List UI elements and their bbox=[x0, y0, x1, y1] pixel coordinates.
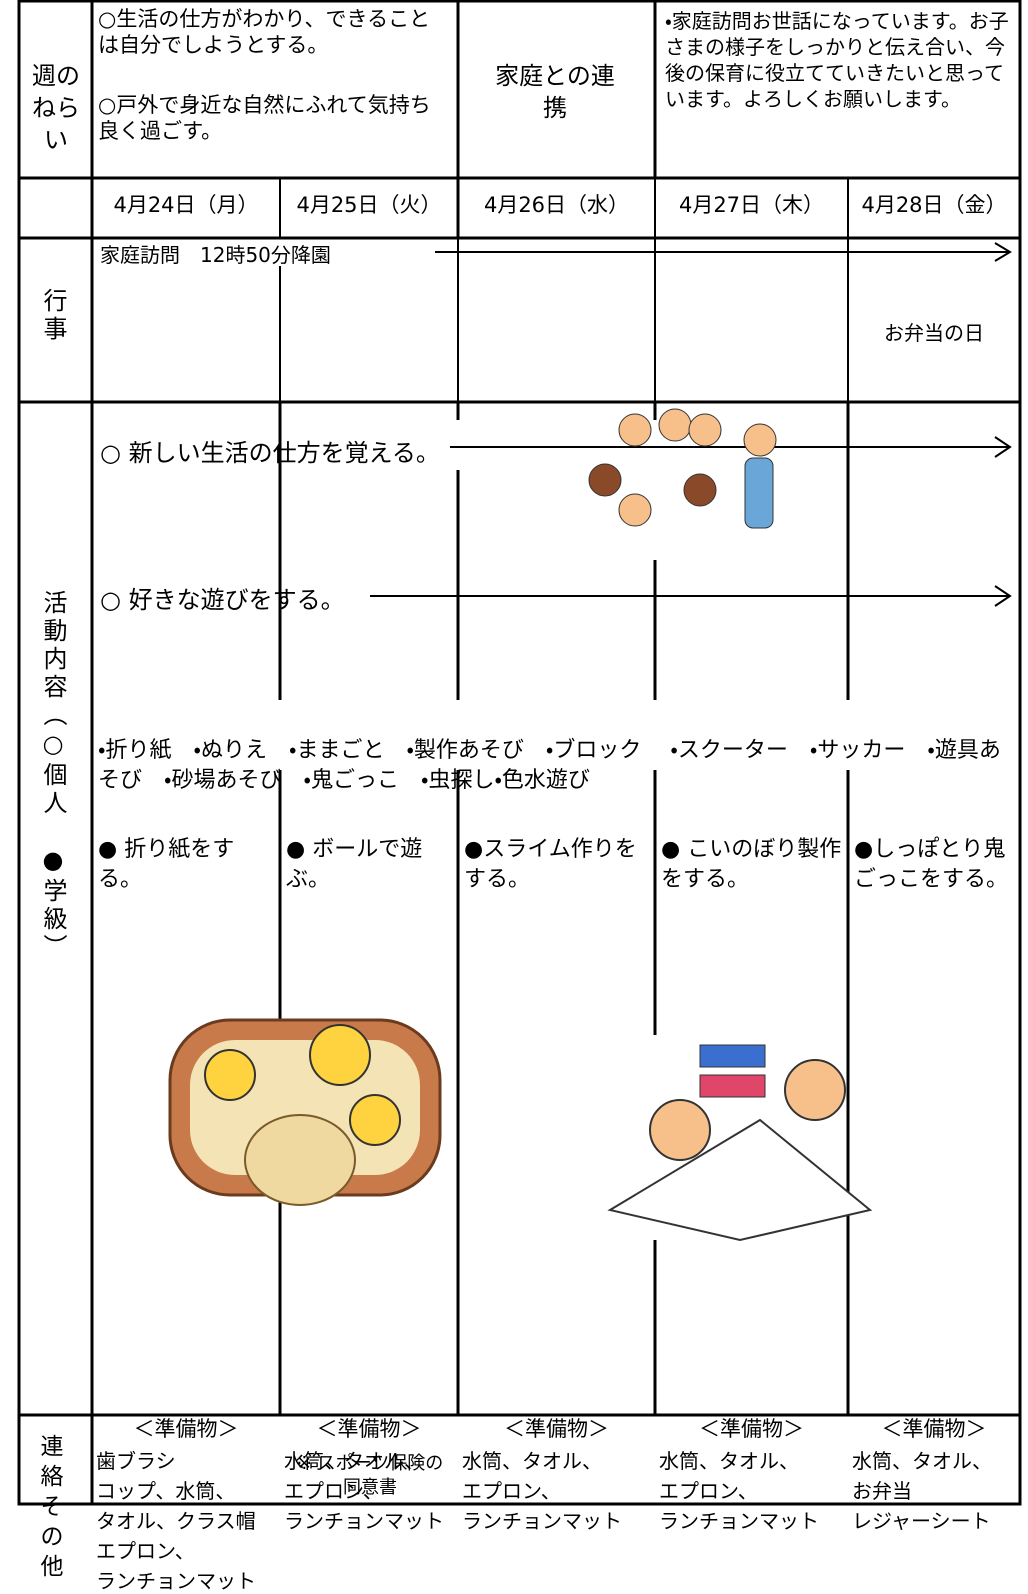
individual-activity: ○ 好きな遊びをする。 bbox=[100, 586, 345, 614]
prep-item: レジャーシート bbox=[852, 1509, 991, 1533]
prep-heading: ＜準備物＞ bbox=[881, 1417, 987, 1441]
individual-activity: ○ 新しい生活の仕方を覚える。 bbox=[100, 439, 440, 467]
prep-item: 水筒、タオル、 bbox=[659, 1449, 799, 1473]
class-activity: ● こいのぼり製作をする。 bbox=[661, 837, 842, 892]
home-text: ・家庭訪問お世話になっています。お子さまの様子をしっかりと伝え合い、今後の保育に… bbox=[665, 9, 1009, 111]
event: 家庭訪問 12時50分降園 bbox=[100, 243, 331, 267]
prep-heading: ＜準備物＞ bbox=[133, 1417, 239, 1441]
prep-item: 歯ブラシ bbox=[96, 1449, 176, 1473]
prep-item: ランチョンマット bbox=[462, 1509, 622, 1533]
aim: ○戸外で身近な自然にふれて気持ち良く過ごす。 bbox=[98, 93, 431, 143]
prep-item: ランチョンマット bbox=[284, 1509, 444, 1533]
prep-item: ランチョンマット bbox=[96, 1569, 256, 1593]
event: お弁当の日 bbox=[884, 321, 984, 345]
aim-label: 週のねらい bbox=[32, 62, 80, 154]
day-header: 4月26日（水） bbox=[483, 193, 630, 217]
events-label: 行事 bbox=[39, 288, 67, 344]
prep-item: エプロン、 bbox=[462, 1479, 561, 1503]
prep-item: お弁当 bbox=[852, 1479, 912, 1503]
prep-heading: ＜準備物＞ bbox=[316, 1417, 422, 1441]
prep-item: エプロン、 bbox=[659, 1479, 758, 1503]
class-activity: ●スライム作りをする。 bbox=[464, 837, 637, 892]
contact-label: 連絡その他 bbox=[40, 1434, 64, 1580]
day-header: 4月24日（月） bbox=[113, 193, 259, 217]
prep-item: 水筒、タオル、 bbox=[852, 1449, 992, 1473]
circle-time-illustration bbox=[588, 408, 777, 529]
prep-heading: ＜準備物＞ bbox=[504, 1417, 609, 1441]
prep-note: ※ スポーツ保険の同意書 bbox=[296, 1453, 444, 1498]
prep-item: エプロン、 bbox=[96, 1539, 195, 1563]
class-activity: ● ボールで遊ぶ。 bbox=[286, 837, 423, 892]
koinobori-illustration bbox=[607, 1044, 873, 1242]
prep-item: タオル、クラス帽 bbox=[96, 1509, 256, 1533]
day-header: 4月28日（金） bbox=[861, 193, 1007, 217]
sandbox-illustration bbox=[168, 1018, 442, 1206]
class-activity: ●しっぽとり鬼ごっこをする。 bbox=[854, 837, 1009, 892]
prep-heading: ＜準備物＞ bbox=[699, 1417, 804, 1441]
prep-item: 水筒、タオル、 bbox=[284, 1449, 424, 1473]
day-header: 4月27日（木） bbox=[678, 193, 825, 217]
weekly-plan: 週のねらい ○生活の仕方がわかり、できることは自分でしようとする。 ○戸外で身近… bbox=[17, 0, 1022, 1593]
table-lines bbox=[17, 0, 1022, 1506]
day-header: 4月25日（火） bbox=[296, 193, 442, 217]
prep-item: エプロン、 bbox=[284, 1479, 383, 1503]
home-label: 家庭との連携 bbox=[495, 62, 615, 122]
activities-label: 活動内容（○個人 ●学級） bbox=[39, 590, 67, 962]
class-activity: ● 折り紙をする。 bbox=[98, 837, 235, 892]
prep-item: 水筒、タオル、 bbox=[462, 1449, 602, 1473]
prep-item: コップ、水筒、 bbox=[96, 1479, 236, 1503]
prep-item: ランチョンマット bbox=[659, 1509, 819, 1533]
play-list: ・折り紙 ・ぬりえ ・ままごと ・製作あそび ・ブロック ・スクーター ・サッカ… bbox=[98, 738, 1001, 793]
aim: ○生活の仕方がわかり、できることは自分でしようとする。 bbox=[98, 7, 431, 57]
